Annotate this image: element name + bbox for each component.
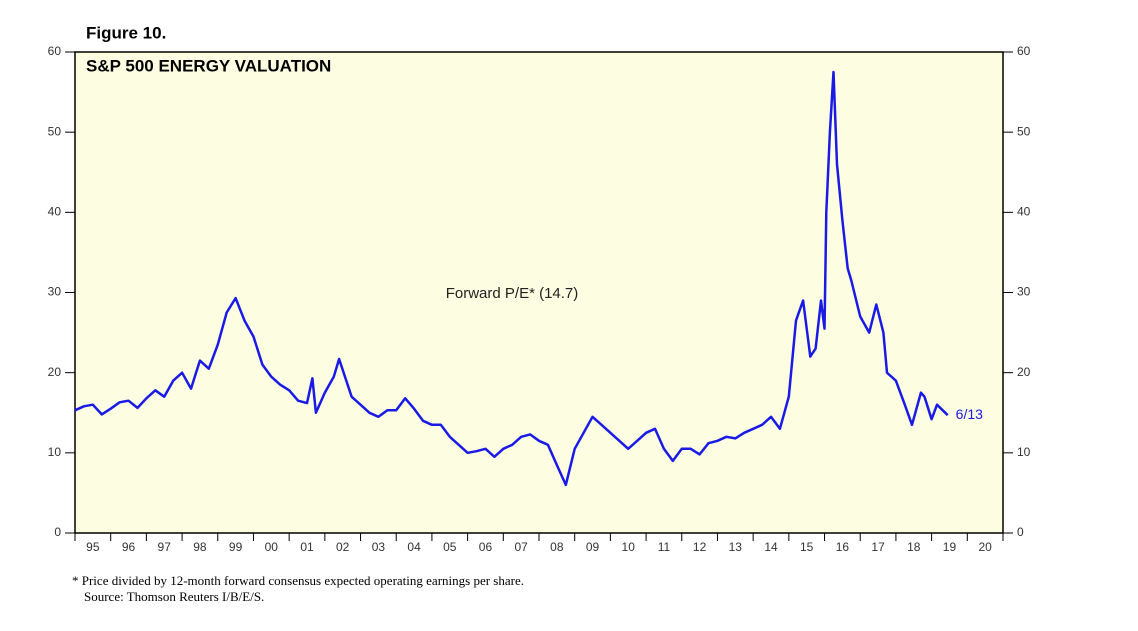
x-tick-label: 09 bbox=[586, 540, 600, 554]
y-tick-label: 10 bbox=[48, 445, 62, 459]
x-tick-label: 01 bbox=[300, 540, 314, 554]
x-tick-label: 10 bbox=[622, 540, 636, 554]
y-tick-label: 0 bbox=[54, 525, 61, 539]
x-tick-label: 13 bbox=[729, 540, 743, 554]
x-tick-label: 20 bbox=[978, 540, 992, 554]
x-tick-label: 19 bbox=[943, 540, 957, 554]
y2-tick-label: 50 bbox=[1017, 124, 1031, 138]
x-tick-label: 18 bbox=[907, 540, 921, 554]
figure-label: Figure 10. bbox=[86, 23, 166, 42]
x-tick-label: 02 bbox=[336, 540, 350, 554]
plot-area bbox=[74, 51, 1004, 534]
x-tick-label: 04 bbox=[407, 540, 421, 554]
y-tick-label: 40 bbox=[48, 205, 62, 219]
y2-tick-label: 20 bbox=[1017, 365, 1031, 379]
x-tick-label: 15 bbox=[800, 540, 814, 554]
line bbox=[74, 70, 949, 487]
x-tick-label: 95 bbox=[86, 540, 100, 554]
y-tick-label: 50 bbox=[48, 124, 62, 138]
x-tick-label: 97 bbox=[158, 540, 172, 554]
x-tick-label: 96 bbox=[122, 540, 136, 554]
end-label: 6/13 bbox=[956, 406, 983, 422]
x-tick-label: 00 bbox=[265, 540, 279, 554]
x-tick-label: 11 bbox=[658, 540, 671, 554]
x-tick-label: 99 bbox=[229, 540, 243, 554]
y-tick-label: 60 bbox=[48, 44, 62, 58]
annotation: Forward P/E* (14.7) bbox=[446, 285, 579, 302]
y2-tick-label: 0 bbox=[1017, 525, 1024, 539]
x-tick-label: 14 bbox=[764, 540, 778, 554]
y2-tick-label: 30 bbox=[1017, 285, 1031, 299]
y-tick-label: 30 bbox=[48, 285, 62, 299]
y-tick-label: 20 bbox=[48, 365, 62, 379]
y2-tick-label: 10 bbox=[1017, 445, 1031, 459]
chart-title: S&P 500 ENERGY VALUATION bbox=[86, 56, 331, 75]
x-tick-label: 17 bbox=[871, 540, 885, 554]
x-tick-label: 16 bbox=[836, 540, 850, 554]
x-tick-label: 03 bbox=[372, 540, 386, 554]
x-tick-label: 07 bbox=[514, 540, 528, 554]
source: Source: Thomson Reuters I/B/E/S. bbox=[84, 589, 264, 604]
y2-tick-label: 40 bbox=[1017, 205, 1031, 219]
x-tick-label: 98 bbox=[193, 540, 207, 554]
x-tick-label: 06 bbox=[479, 540, 493, 554]
x-tick-label: 08 bbox=[550, 540, 564, 554]
y2-tick-label: 60 bbox=[1017, 44, 1031, 58]
x-tick-label: 05 bbox=[443, 540, 457, 554]
footnote: * Price divided by 12-month forward cons… bbox=[72, 573, 524, 588]
x-tick-label: 12 bbox=[693, 540, 707, 554]
